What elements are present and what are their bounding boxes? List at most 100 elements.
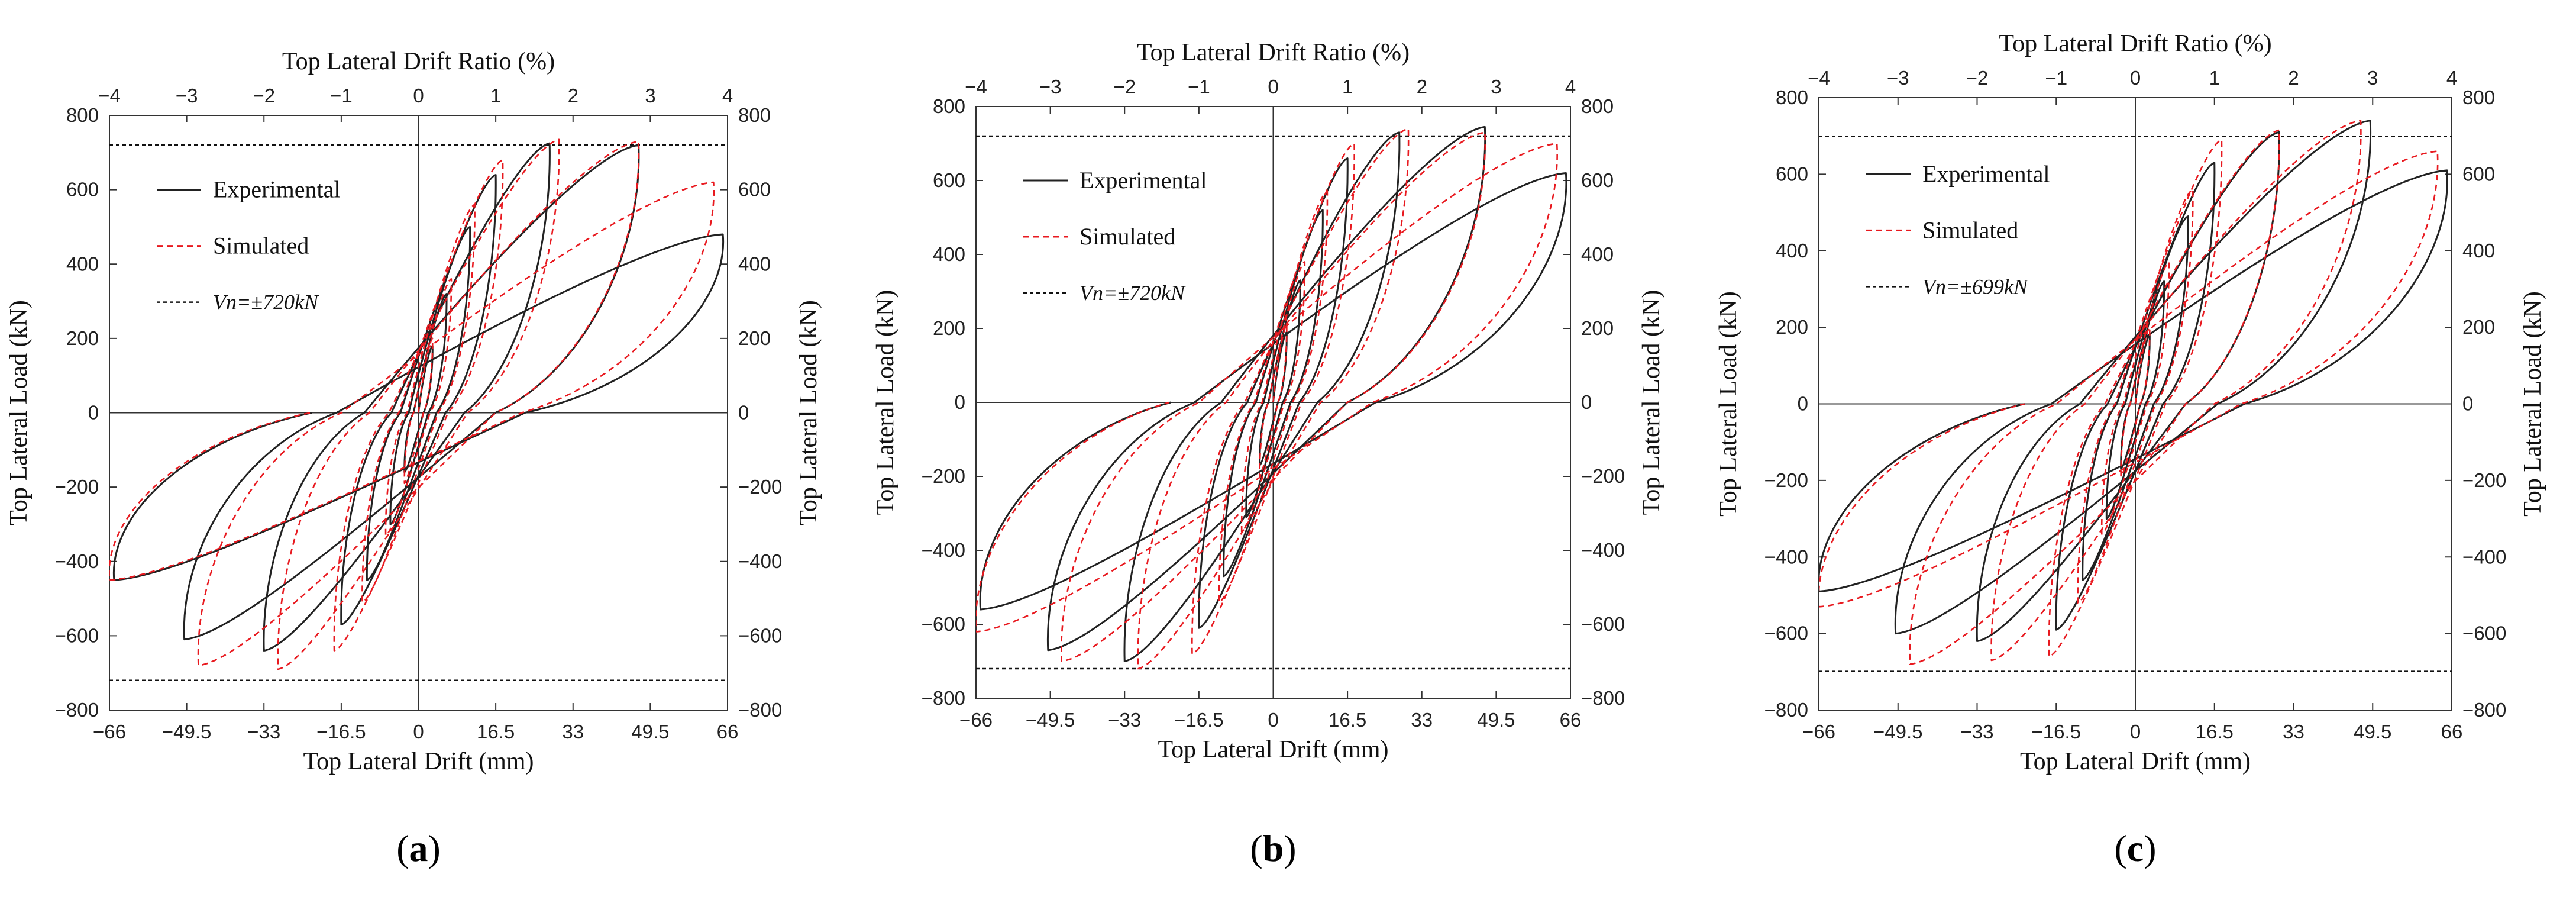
legend-simulated-label: Simulated — [1922, 217, 2018, 243]
y-tick-label-right: 200 — [738, 327, 771, 349]
x-tick-label: 0 — [1268, 709, 1278, 731]
y-tick-label-left: −200 — [1764, 469, 1808, 491]
y-tick-label-left: 400 — [933, 243, 965, 265]
x-tick-label: 33 — [562, 721, 584, 743]
x2-tick-label: 2 — [1417, 76, 1427, 98]
y-tick-label-left: −200 — [55, 476, 99, 498]
legend-capacity-label: Vn=±720kN — [213, 291, 319, 314]
x2-axis-label: Top Lateral Drift Ratio (%) — [282, 48, 555, 75]
x-tick-label: −16.5 — [2032, 721, 2082, 743]
x-tick-label: 66 — [717, 721, 739, 743]
y-tick-label-left: 0 — [1798, 393, 1808, 415]
experimental-series-line — [1819, 120, 2448, 643]
y-tick-label-right: −800 — [1581, 687, 1625, 709]
x2-tick-label: −3 — [1039, 76, 1062, 98]
panel-label: (b) — [1250, 827, 1296, 869]
x-axis-label: Top Lateral Drift (mm) — [2020, 748, 2251, 775]
y-tick-label-left: 200 — [66, 327, 99, 349]
y-tick-label-right: −800 — [2462, 699, 2506, 721]
y-tick-label-right: 400 — [738, 253, 771, 275]
x-tick-label: −16.5 — [1174, 709, 1224, 731]
y-tick-label-right: −400 — [2462, 546, 2506, 567]
x2-tick-label: −2 — [253, 85, 275, 107]
x-axis-label: Top Lateral Drift (mm) — [1158, 736, 1388, 763]
x-tick-label: −49.5 — [1026, 709, 1075, 731]
x-tick-label: −33 — [247, 721, 280, 743]
y-tick-label-left: −800 — [922, 687, 965, 709]
y-tick-label-right: −600 — [738, 624, 782, 646]
x2-tick-label: 4 — [722, 85, 733, 107]
y-tick-label-left: 0 — [955, 391, 965, 413]
y-tick-label-right: −600 — [2462, 623, 2506, 644]
x2-tick-label: 3 — [2367, 67, 2378, 89]
y-tick-label-right: −200 — [1581, 465, 1625, 487]
simulated-series-line — [1819, 120, 2439, 665]
x-tick-label: −66 — [1802, 721, 1835, 743]
x-tick-label: −16.5 — [316, 721, 366, 743]
legend-capacity-label: Vn=±720kN — [1079, 281, 1186, 305]
y-tick-label-right: 600 — [738, 179, 771, 201]
x2-axis-label: Top Lateral Drift Ratio (%) — [1137, 39, 1410, 66]
experimental-series-line — [979, 125, 1567, 662]
x2-tick-label: 1 — [2209, 67, 2220, 89]
x2-tick-label: 0 — [1268, 76, 1278, 98]
y-axis-label-left: Top Lateral Load (kN) — [1715, 291, 1742, 517]
x-tick-label: 66 — [1560, 709, 1582, 731]
x2-tick-label: 1 — [1342, 76, 1353, 98]
x-tick-label: −49.5 — [162, 721, 212, 743]
x2-tick-label: 0 — [2130, 67, 2141, 89]
y-axis-label-left: Top Lateral Load (kN) — [872, 290, 899, 515]
legend: Experimental Simulated Vn=±720kN — [1023, 167, 1207, 305]
x-tick-label: 49.5 — [1477, 709, 1515, 731]
x2-tick-label: −1 — [2045, 67, 2067, 89]
y-tick-label-left: 800 — [933, 95, 965, 117]
legend-experimental-label: Experimental — [1079, 167, 1207, 194]
y-tick-label-right: 400 — [2462, 240, 2495, 262]
y-tick-label-left: 400 — [66, 253, 99, 275]
y-tick-label-left: −600 — [922, 613, 965, 635]
x-tick-label: −33 — [1961, 721, 1994, 743]
y-tick-label-left: 400 — [1776, 240, 1808, 262]
y-tick-label-right: −400 — [1581, 539, 1625, 561]
panel-label: (a) — [396, 827, 441, 869]
x2-axis-label: Top Lateral Drift Ratio (%) — [1999, 30, 2271, 57]
x2-tick-label: −4 — [965, 76, 987, 98]
x-tick-label: 16.5 — [1329, 709, 1366, 731]
x-tick-label: −66 — [93, 721, 126, 743]
x-tick-label: 66 — [2441, 721, 2463, 743]
y-tick-label-right: −400 — [738, 550, 782, 572]
legend-capacity-label: Vn=±699kN — [1922, 275, 2029, 298]
x-tick-label: −49.5 — [1873, 721, 1923, 743]
x2-tick-label: −1 — [330, 85, 353, 107]
simulated-series-line — [976, 128, 1558, 670]
y-tick-label-left: −400 — [55, 550, 99, 572]
x2-tick-label: −4 — [1808, 67, 1830, 89]
y-tick-label-left: 0 — [88, 402, 99, 424]
y-tick-label-right: 200 — [2462, 316, 2495, 338]
x2-tick-label: −2 — [1113, 76, 1136, 98]
y-tick-label-left: −600 — [1764, 623, 1808, 644]
y-tick-label-right: 800 — [738, 104, 771, 126]
legend: Experimental Simulated Vn=±720kN — [157, 176, 340, 314]
x2-tick-label: −4 — [98, 85, 121, 107]
x-tick-label: 16.5 — [477, 721, 515, 743]
y-tick-label-left: 200 — [933, 317, 965, 339]
y-tick-label-left: 800 — [1776, 86, 1808, 108]
y-tick-label-right: 800 — [1581, 95, 1614, 117]
y-tick-label-right: 0 — [2462, 393, 2473, 415]
x-axis-label: Top Lateral Drift (mm) — [303, 748, 534, 775]
y-tick-label-left: 200 — [1776, 316, 1808, 338]
x-tick-label: 49.5 — [631, 721, 669, 743]
legend-simulated-label: Simulated — [213, 233, 309, 259]
y-axis-label-right: Top Lateral Load (kN) — [2519, 291, 2546, 517]
y-tick-label-left: −800 — [1764, 699, 1808, 721]
x2-tick-label: 4 — [2446, 67, 2457, 89]
x-tick-label: 33 — [1411, 709, 1433, 731]
y-tick-label-right: −600 — [1581, 613, 1625, 635]
x-tick-label: 33 — [2283, 721, 2304, 743]
x2-tick-label: 1 — [490, 85, 501, 107]
y-axis-label-left: Top Lateral Load (kN) — [5, 300, 33, 525]
y-tick-label-left: 600 — [66, 179, 99, 201]
y-tick-label-left: −400 — [922, 539, 965, 561]
